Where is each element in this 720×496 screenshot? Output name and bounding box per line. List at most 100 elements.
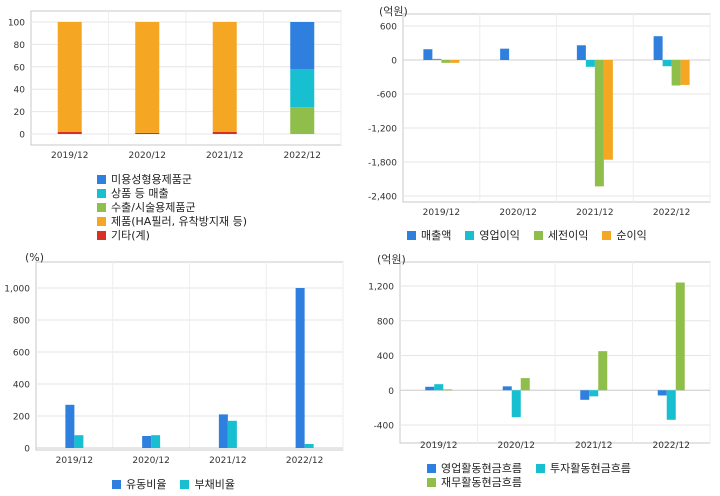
bar-2-2021/12 [589, 390, 599, 397]
legend-swatch [427, 477, 436, 487]
y-tick-label: 80 [14, 41, 26, 51]
legend-swatch [97, 174, 106, 184]
y-tick-label: 1,000 [4, 285, 30, 295]
legend-swatch [535, 463, 545, 473]
chart-svg-income: 600 0 -600 -1,200 -1,800 -2,400 2019/12 2020/12… [368, 13, 711, 218]
bar-3-2021/12 [594, 60, 604, 187]
legend-row: 유동비율 부채비율 [112, 477, 235, 491]
legend-label: 영업활동현금흐름 [441, 462, 522, 475]
chart-svg-cashflow: 1,200 800 400 0 -400 2019/12 2020/12 2021/12 202… [368, 261, 711, 451]
y-tick-label: 400 [13, 381, 30, 391]
legend-swatch [427, 463, 436, 473]
legend-label: 투자활동현금흐름 [549, 462, 631, 475]
bar-1-2020/12 [500, 48, 510, 60]
bar-2-2022/12 [304, 444, 314, 448]
legend-swatch [97, 216, 106, 226]
bar-4-2020/12 [135, 22, 160, 133]
legend-item-3: 재무활동현금흐름 [427, 475, 522, 489]
legend-item-1: 영업활동현금흐름 [427, 461, 522, 475]
bar-4-2022/12 [680, 60, 690, 85]
legend-swatch [465, 230, 475, 240]
bar-1-2019/12 [65, 404, 75, 448]
chart-panel-product-mix: 0 20 40 60 80 100 2019/12 2020/12 2021/12 2022/12… [0, 0, 360, 248]
x-tick-label: 2022/12 [653, 208, 690, 218]
bar-4-2021/12 [212, 22, 237, 132]
bar-5-2020/12 [135, 132, 160, 134]
legend-label: 영업이익 [479, 229, 520, 242]
x-tick-label: 2022/12 [286, 456, 323, 466]
legend-item-3: 수출/시술용제품군 [97, 200, 247, 214]
y-tick-label: 20 [14, 108, 26, 118]
bar-3-2022/12 [675, 282, 685, 391]
bar-2-2019/12 [74, 435, 84, 448]
x-tick-label: 2020/12 [132, 456, 169, 466]
bar-2-2021/12 [585, 60, 595, 67]
bar-2-2022/12 [666, 390, 676, 420]
bar-3-2021/12 [598, 351, 608, 391]
bar-1-2022/12 [653, 36, 663, 60]
bar-1-2022/12 [657, 390, 667, 396]
x-tick-label: 2021/12 [575, 441, 612, 451]
x-tick-label: 2019/12 [423, 208, 460, 218]
legend-row: 영업활동현금흐름 투자활동현금흐름 [427, 461, 631, 475]
bar-1-2019/12 [423, 49, 433, 60]
legend-label: 수출/시술용제품군 [111, 201, 196, 214]
bar-2-2019/12 [434, 384, 444, 391]
x-tick-label: 2020/12 [499, 208, 536, 218]
chart-svg-product-mix: 0 20 40 60 80 100 2019/12 2020/12 2021/12 2022/12 [8, 10, 342, 161]
chart-panel-cashflow: (억원) 1,200 800 400 0 -400 2019/12 2020/12 2021/… [360, 248, 720, 496]
bar-4-2021/12 [603, 60, 613, 160]
bar-1-2021/12 [218, 414, 228, 448]
y-tick-label: 60 [14, 63, 26, 73]
y-tick-label: 0 [391, 57, 397, 67]
bar-1-2021/12 [580, 390, 590, 400]
legend-item-1: 미용성형용제품군 [97, 172, 247, 186]
x-tick-label: 2020/12 [129, 151, 166, 161]
legend-income: 매출액 영업이익 세전이익 순이익 [407, 228, 647, 242]
x-tick-label: 2019/12 [56, 456, 93, 466]
legend-item-1: 매출액 [407, 228, 451, 242]
y-tick-label: 0 [24, 445, 30, 455]
legend-label: 미용성형용제품군 [111, 173, 192, 186]
bar-2-2020/12 [511, 390, 521, 418]
x-tick-label: 2021/12 [209, 456, 246, 466]
legend-product-mix: 미용성형용제품군 상품 등 매출 수출/시술용제품군 제품(HA필러, 유착방지재 등… [97, 172, 247, 242]
legend-label: 유동비율 [126, 478, 167, 491]
bar-1-2022/12 [295, 288, 305, 448]
bar-2-2020/12 [151, 435, 161, 448]
unit-label-income: (억원) [379, 5, 408, 18]
x-tick-label: 2022/12 [653, 441, 690, 451]
legend-label: 제품(HA필러, 유착방지재 등) [111, 215, 248, 228]
chart-svg-ratios: 0 200 400 600 800 1,000 2019/12 2020/12 2021/12 2… [4, 261, 344, 466]
x-tick-label: 2019/12 [420, 441, 457, 451]
legend-item-2: 투자활동현금흐름 [535, 461, 631, 475]
y-tick-label: -2,400 [368, 193, 397, 203]
legend-item-4: 제품(HA필러, 유착방지재 등) [97, 214, 247, 228]
legend-swatch [97, 202, 106, 212]
bar-2-2021/12 [227, 420, 237, 448]
legend-item-4: 순이익 [602, 228, 647, 242]
chart-panel-income: (억원) 600 0 -600 -1,200 -1,800 -2,400 2019/12 20… [360, 0, 720, 248]
y-tick-label: 200 [13, 413, 30, 423]
bar-4-2019/12 [450, 60, 460, 63]
bar-2-2022/12 [662, 60, 672, 67]
unit-label-ratios: (%) [25, 251, 45, 264]
legend-swatch [97, 188, 106, 198]
y-tick-label: 800 [13, 317, 30, 327]
bar-1-2020/12 [142, 436, 152, 448]
legend-row: 매출액 영업이익 세전이익 순이익 [407, 228, 647, 242]
legend-item-2: 상품 등 매출 [97, 186, 247, 200]
legend-swatch [407, 230, 416, 240]
y-tick-label: 40 [14, 86, 26, 96]
y-tick-label: 0 [388, 387, 394, 397]
bar-1-2022/12 [290, 22, 315, 70]
legend-label: 재무활동현금흐름 [441, 476, 522, 489]
bar-3-2020/12 [520, 378, 530, 391]
legend-item-2: 부채비율 [180, 477, 235, 491]
legend-item-1: 유동비율 [112, 477, 166, 491]
y-tick-label: 800 [377, 317, 394, 327]
y-tick-label: -600 [377, 91, 398, 101]
x-tick-label: 2021/12 [576, 208, 613, 218]
y-tick-label: 1,200 [368, 283, 394, 293]
